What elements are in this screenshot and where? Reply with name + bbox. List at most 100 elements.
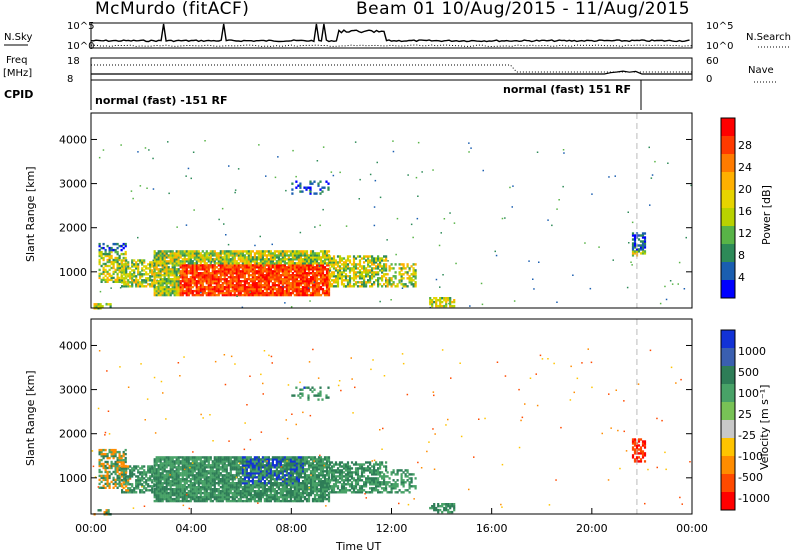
- range-gate-cell: [639, 252, 643, 255]
- range-gate-cell: [239, 280, 242, 283]
- range-gate-cell: [325, 272, 329, 275]
- range-gate-cell: [201, 285, 204, 289]
- range-gate-cell: [199, 276, 202, 279]
- range-gate-cell: [346, 255, 350, 258]
- range-gate-cell: [175, 274, 178, 277]
- range-gate-cell: [221, 495, 224, 499]
- range-gate-cell: [293, 256, 296, 259]
- range-gate-cell: [257, 484, 260, 487]
- range-gate-cell: [179, 493, 182, 497]
- range-gate-cell: [279, 490, 282, 493]
- range-gate-cell: [123, 259, 126, 262]
- range-gate-cell: [231, 260, 234, 263]
- range-gate-cell: [125, 271, 128, 274]
- range-gate-cell: [98, 478, 101, 482]
- range-gate-cell: [215, 488, 218, 491]
- range-gate-cell: [98, 448, 101, 452]
- range-gate-cell: [301, 458, 305, 461]
- range-gate-cell: [299, 186, 302, 189]
- range-gate-cell: [317, 468, 321, 471]
- range-gate-cell: [161, 490, 164, 493]
- range-gate-cell: [195, 468, 198, 471]
- range-gate-cell: [354, 271, 358, 274]
- range-gate-cell: [203, 493, 206, 497]
- range-gate-cell: [275, 268, 278, 271]
- range-gate-cell: [235, 266, 238, 269]
- range-gate-cell: [185, 282, 188, 285]
- range-gate-cell: [277, 291, 280, 295]
- range-gate-cell: [267, 466, 270, 469]
- range-gate-cell: [263, 293, 266, 297]
- range-gate-cell: [118, 270, 121, 274]
- range-gate-cell: [239, 468, 242, 471]
- range-gate-cell: [163, 272, 166, 275]
- range-gate-cell: [213, 285, 216, 289]
- range-gate-cell: [213, 458, 216, 461]
- range-gate-cell: [293, 490, 296, 493]
- range-gate-cell: [175, 264, 178, 267]
- range-gate-cell: [189, 484, 192, 487]
- range-gate-cell: [265, 270, 268, 273]
- range-gate-cell: [303, 274, 307, 277]
- range-gate-cell: [265, 256, 268, 259]
- range-gate-cell: [293, 284, 296, 287]
- range-gate-cell: [277, 497, 280, 501]
- range-gate-cell: [287, 291, 290, 295]
- range-gate-cell: [261, 484, 264, 487]
- range-gate-cell: [179, 293, 182, 297]
- range-gate-cell: [165, 260, 168, 263]
- range-gate-cell: [199, 468, 202, 471]
- range-gate-cell: [165, 268, 168, 271]
- range-gate-cell: [108, 260, 111, 264]
- range-gate-cell: [406, 265, 409, 268]
- range-gate-cell: [271, 270, 274, 273]
- range-gate-cell: [215, 468, 218, 471]
- range-gate-cell: [161, 291, 164, 295]
- range-gate-cell: [275, 254, 278, 257]
- range-gate-cell: [313, 478, 317, 481]
- range-gate-cell: [169, 268, 172, 271]
- range-gate-cell: [245, 497, 248, 501]
- range-gate-cell: [151, 469, 154, 472]
- range-gate-cell: [203, 470, 206, 473]
- range-gate-cell: [275, 470, 278, 473]
- range-gate-cell: [215, 262, 218, 265]
- range-gate-cell: [235, 499, 238, 503]
- range-gate-cell: [327, 250, 331, 253]
- range-gate-cell: [177, 486, 180, 489]
- range-gate-cell: [155, 491, 158, 495]
- range-gate-cell: [149, 467, 152, 470]
- range-gate-cell: [219, 258, 222, 261]
- range-gate-cell: [406, 277, 409, 280]
- range-gate-cell: [295, 266, 298, 269]
- range-gate-cell: [255, 495, 258, 499]
- range-gate-cell: [223, 291, 226, 295]
- range-gate-cell: [315, 278, 319, 281]
- range-gate-cell: [311, 289, 315, 293]
- range-gate-cell: [285, 254, 288, 257]
- range-gate-cell: [171, 260, 174, 263]
- range-gate-cell: [137, 265, 140, 268]
- range-gate-cell: [155, 282, 158, 285]
- range-gate-cell: [245, 470, 248, 473]
- range-gate-cell: [187, 262, 190, 265]
- range-gate-cell: [201, 499, 204, 503]
- range-gate-cell: [231, 499, 234, 503]
- range-gate-cell: [281, 293, 284, 297]
- range-gate-cell: [447, 297, 450, 300]
- range-gate-cell: [416, 217, 419, 220]
- range-gate-cell: [287, 250, 290, 253]
- range-gate-cell: [120, 272, 123, 276]
- range-gate-cell: [255, 252, 258, 255]
- range-gate-cell: [145, 273, 148, 276]
- range-gate-cell: [217, 278, 220, 281]
- range-gate-cell: [167, 495, 170, 499]
- range-gate-cell: [155, 462, 158, 465]
- range-gate-cell: [305, 272, 309, 275]
- range-gate-cell: [255, 460, 258, 463]
- range-gate-cell: [217, 272, 220, 275]
- range-gate-cell: [321, 289, 325, 293]
- range-gate-cell: [398, 271, 401, 274]
- range-gate-cell: [215, 458, 218, 461]
- range-gate-cell: [235, 272, 238, 275]
